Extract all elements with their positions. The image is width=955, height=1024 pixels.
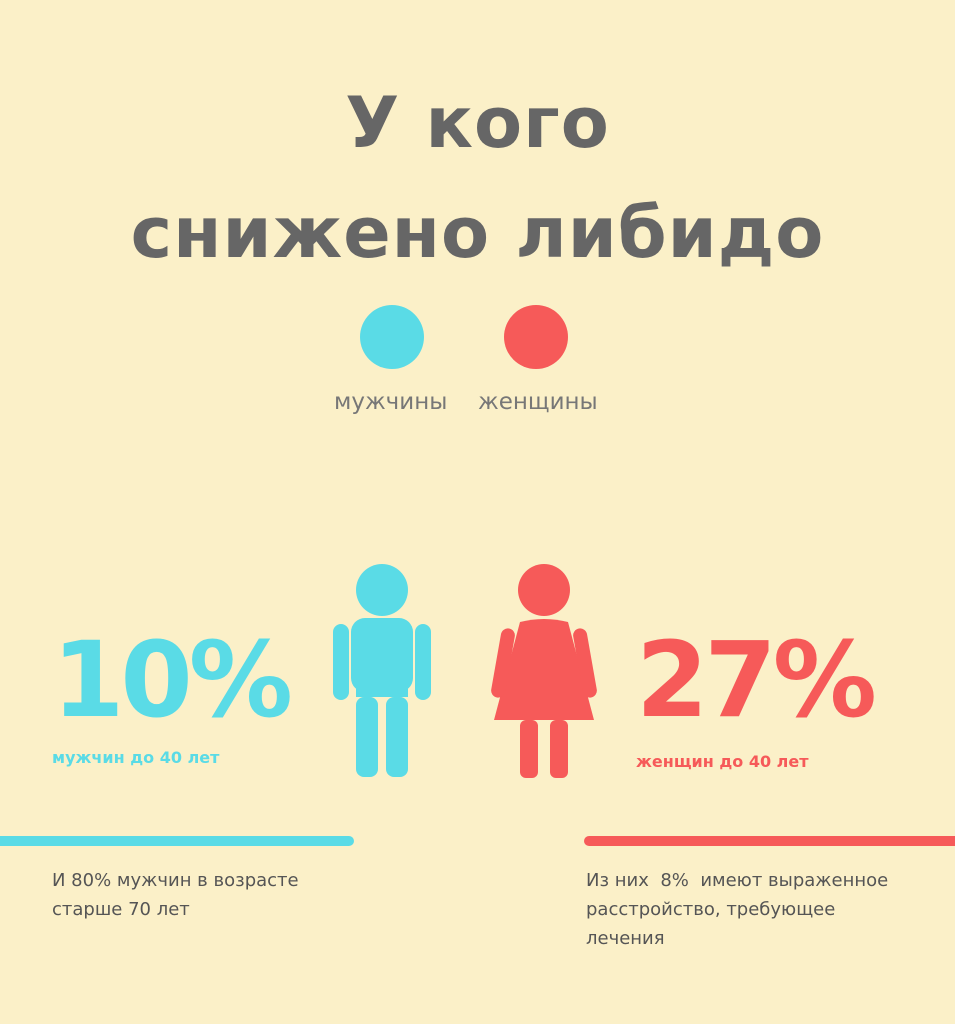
legend-men-dot [360,305,424,369]
men-divider [0,836,354,846]
men-percent: 10% [52,619,293,741]
men-note: И 80% мужчин в возрасте старше 70 лет [52,866,299,924]
woman-icon [491,564,597,778]
men-note-line-2: старше 70 лет [52,899,190,920]
title-line-2: снижено либидо [130,192,825,274]
title-line-1: У кого [345,82,610,164]
women-note-line-2: расстройство, требующее [586,899,836,920]
men-age-label: мужчин до 40 лет [52,748,220,767]
legend-men-label: мужчины [334,389,448,415]
women-age-label: женщин до 40 лет [636,752,809,771]
legend-women-label: женщины [478,389,598,415]
men-note-line-1: И 80% мужчин в возрасте [52,870,299,891]
women-note: Из них 8% имеют выраженное расстройство,… [586,866,888,953]
women-percent: 27% [636,619,877,741]
legend-women-dot [504,305,568,369]
women-divider [584,836,955,846]
women-note-line-3: лечения [586,928,665,949]
women-note-line-1: Из них 8% имеют выраженное [586,870,889,891]
man-icon [333,564,431,777]
